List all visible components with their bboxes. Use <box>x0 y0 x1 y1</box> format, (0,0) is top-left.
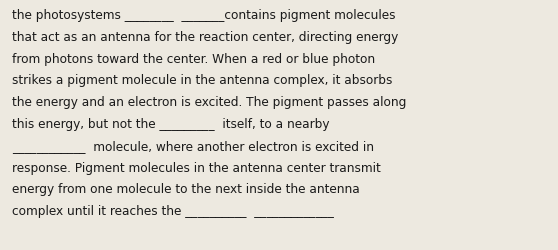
Text: ____________  molecule, where another electron is excited in: ____________ molecule, where another ele… <box>12 139 374 152</box>
Text: strikes a pigment molecule in the antenna complex, it absorbs: strikes a pigment molecule in the antenn… <box>12 74 392 87</box>
Text: that act as an antenna for the reaction center, directing energy: that act as an antenna for the reaction … <box>12 31 398 44</box>
Text: the photosystems ________  _______contains pigment molecules: the photosystems ________ _______contain… <box>12 9 396 22</box>
Text: this energy, but not the _________  itself, to a nearby: this energy, but not the _________ itsel… <box>12 118 330 130</box>
Text: complex until it reaches the __________  _____________: complex until it reaches the __________ … <box>12 204 334 217</box>
Text: from photons toward the center. When a red or blue photon: from photons toward the center. When a r… <box>12 52 375 65</box>
Text: the energy and an electron is excited. The pigment passes along: the energy and an electron is excited. T… <box>12 96 406 109</box>
Text: energy from one molecule to the next inside the antenna: energy from one molecule to the next ins… <box>12 183 360 196</box>
Text: response. Pigment molecules in the antenna center transmit: response. Pigment molecules in the anten… <box>12 161 381 174</box>
